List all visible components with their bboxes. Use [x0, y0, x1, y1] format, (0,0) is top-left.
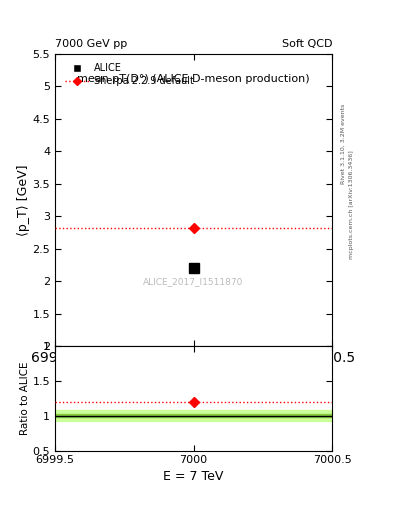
- Y-axis label: Ratio to ALICE: Ratio to ALICE: [20, 361, 30, 435]
- Text: ALICE_2017_I1511870: ALICE_2017_I1511870: [143, 278, 244, 286]
- Bar: [55, 410, 332, 421]
- Bar: [55, 414, 332, 417]
- Text: 7000 GeV pp: 7000 GeV pp: [55, 38, 127, 49]
- Legend: ALICE, Sherpa 2.2.9 default: ALICE, Sherpa 2.2.9 default: [60, 58, 198, 91]
- Text: Rivet 3.1.10, 3.2M events: Rivet 3.1.10, 3.2M events: [341, 103, 345, 183]
- X-axis label: E = 7 TeV: E = 7 TeV: [163, 470, 224, 483]
- Text: mcplots.cern.ch [arXiv:1306.3436]: mcplots.cern.ch [arXiv:1306.3436]: [349, 151, 354, 259]
- Y-axis label: ⟨p_T⟩ [GeV]: ⟨p_T⟩ [GeV]: [17, 164, 29, 236]
- Text: mean pT(D°) (ALICE D-meson production): mean pT(D°) (ALICE D-meson production): [77, 74, 310, 84]
- Text: Soft QCD: Soft QCD: [282, 38, 332, 49]
